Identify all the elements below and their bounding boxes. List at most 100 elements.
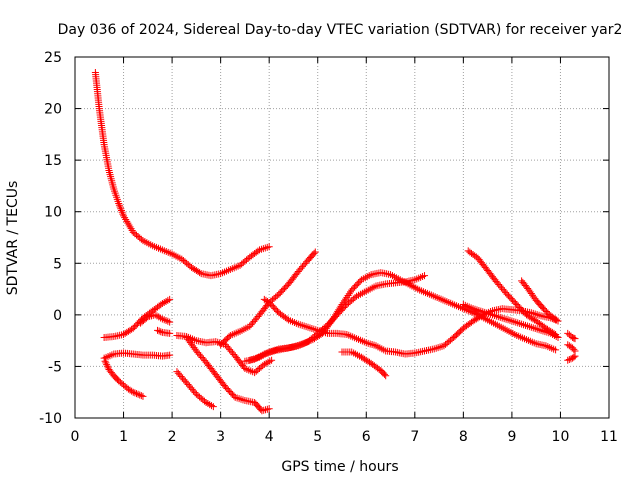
data-point: [542, 308, 550, 316]
data-point: [514, 319, 522, 327]
data-point: [158, 300, 166, 308]
x-tick-label: 11: [600, 429, 618, 445]
data-point: [553, 316, 561, 324]
data-point: [345, 290, 353, 298]
data-point: [155, 313, 163, 321]
series-arc-10: [217, 248, 319, 349]
data-point: [508, 317, 516, 325]
y-tick-label: 10: [44, 205, 62, 221]
data-point: [263, 243, 271, 251]
data-point: [239, 396, 247, 404]
data-point: [117, 205, 125, 213]
data-point: [136, 391, 144, 399]
data-point: [518, 320, 526, 328]
data-point: [262, 406, 270, 414]
y-tick-label: 20: [44, 102, 62, 118]
data-point: [266, 357, 274, 365]
data-point: [118, 208, 126, 216]
y-tick-label: -5: [48, 359, 62, 375]
data-point: [549, 330, 557, 338]
data-point: [166, 318, 174, 326]
series-arc-13: [246, 272, 429, 364]
data-point: [510, 318, 518, 326]
data-point: [262, 359, 270, 367]
data-point: [506, 316, 514, 324]
y-tick-label: 15: [44, 153, 62, 169]
data-point: [432, 344, 440, 352]
series-arc-16: [518, 277, 562, 325]
data-point: [157, 314, 165, 322]
data-point: [570, 353, 578, 361]
data-point: [260, 406, 268, 414]
data-point: [421, 272, 429, 280]
x-tick-label: 3: [216, 429, 225, 445]
data-point: [263, 405, 271, 413]
data-point: [162, 297, 170, 305]
series-arc-11: [260, 295, 560, 358]
data-point: [504, 316, 512, 324]
data-point: [121, 214, 129, 222]
data-point: [146, 312, 154, 320]
data-point: [155, 327, 163, 335]
data-point: [502, 315, 510, 323]
data-point: [522, 321, 530, 329]
data-point: [527, 323, 535, 331]
data-point: [101, 357, 109, 365]
data-point: [128, 387, 136, 395]
data-point: [268, 356, 276, 364]
data-point: [544, 309, 552, 317]
data-point: [302, 323, 310, 331]
data-point: [498, 314, 506, 322]
data-point: [131, 389, 139, 397]
data-point: [116, 203, 124, 211]
series-arc-8: [173, 368, 217, 411]
data-point: [340, 297, 348, 305]
data-point: [117, 207, 125, 215]
data-point: [554, 334, 562, 342]
data-point: [529, 324, 537, 332]
data-point: [516, 320, 524, 328]
data-point: [208, 402, 216, 410]
series-arc-20: [564, 352, 579, 364]
x-tick-label: 0: [71, 429, 80, 445]
data-point: [550, 331, 558, 339]
data-point: [134, 390, 142, 398]
series-arc-5: [137, 311, 174, 327]
series-arc-9: [183, 334, 273, 415]
data-point: [103, 361, 111, 369]
data-point: [142, 314, 150, 322]
data-point: [380, 370, 388, 378]
data-point: [500, 315, 508, 323]
data-point: [430, 345, 438, 353]
data-point: [260, 360, 268, 368]
data-point: [525, 323, 533, 331]
data-point: [552, 333, 560, 341]
data-point: [129, 388, 137, 396]
data-point: [258, 407, 266, 415]
y-tick-label: 0: [53, 308, 62, 324]
x-tick-label: 7: [410, 429, 419, 445]
data-point: [149, 311, 157, 319]
data-point: [162, 317, 170, 325]
data-point: [564, 356, 572, 364]
data-point: [539, 305, 547, 313]
data-point: [115, 201, 123, 209]
data-point: [494, 313, 502, 321]
data-point: [490, 311, 498, 319]
data-point: [344, 292, 352, 300]
data-point: [166, 351, 174, 359]
data-point: [342, 295, 350, 303]
series-arc-4: [101, 357, 147, 400]
x-tick-label: 10: [552, 429, 570, 445]
data-point: [351, 294, 359, 302]
data-points: [91, 68, 579, 415]
data-point: [264, 358, 272, 366]
data-point: [300, 322, 308, 330]
data-point: [154, 326, 162, 334]
data-point: [119, 210, 127, 218]
x-tick-label: 1: [119, 429, 128, 445]
data-point: [257, 245, 265, 253]
x-tick-label: 8: [459, 429, 468, 445]
data-point: [523, 322, 531, 330]
